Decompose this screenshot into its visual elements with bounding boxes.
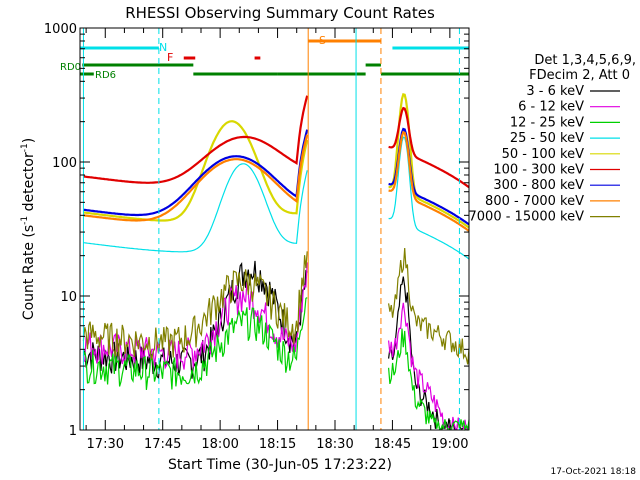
legend-label: 6 - 12 keV — [518, 100, 584, 115]
series-line-7 — [83, 129, 309, 217]
series-line-5 — [388, 92, 470, 229]
series-line-2 — [82, 262, 308, 370]
x-tick-label: 18:15 — [259, 437, 296, 452]
flare-flag-label: F — [167, 51, 173, 64]
series-line-8 — [83, 134, 309, 222]
series-line-2 — [388, 302, 469, 430]
rd0-flag-label: RD0 — [60, 62, 81, 73]
legend-label: 12 - 25 keV — [510, 115, 584, 130]
orbit-lines — [82, 28, 460, 430]
x-tick-label: 18:00 — [201, 437, 238, 452]
x-tick-label: 17:45 — [144, 437, 181, 452]
x-tick-label: 18:30 — [316, 437, 353, 452]
series-line-3 — [82, 297, 308, 390]
y-tick-label: 100 — [52, 156, 77, 171]
series-line-8 — [388, 130, 470, 232]
rd6-flag-label: RD6 — [95, 70, 116, 81]
series-line-3 — [388, 328, 470, 431]
x-tick-label: 19:00 — [431, 437, 468, 452]
legend-label: 100 - 300 keV — [493, 163, 584, 178]
night-flag-label: N — [159, 41, 167, 54]
series-line-7 — [388, 127, 470, 226]
series-line-6 — [83, 95, 309, 184]
legend-label: 3 - 6 keV — [526, 84, 584, 99]
x-tick-label: 18:45 — [374, 437, 411, 452]
saa-flag-label: S — [319, 34, 326, 47]
legend-label: 7000 - 15000 keV — [469, 210, 585, 225]
y-tick-label: 1000 — [44, 22, 77, 37]
legend-label: 50 - 100 keV — [502, 147, 585, 162]
series-line-9 — [388, 248, 470, 365]
x-tick-label: 17:30 — [87, 437, 124, 452]
y-axis-label: Count Rate (s-1 detector-1) — [20, 138, 37, 320]
legend-label: 300 - 800 keV — [493, 178, 584, 193]
axes: 1 10 100 1000 17:30 17:45 18:00 18:15 18:30 18:45… — [44, 22, 469, 452]
series-line-4 — [388, 136, 470, 260]
plot-frame — [79, 27, 470, 431]
series-line-5 — [83, 120, 309, 222]
y-tick-label: 1 — [69, 424, 77, 439]
series-line-9 — [82, 251, 308, 360]
status-flags: NF S RD0 RD6 — [60, 34, 469, 81]
y-tick-label: 10 — [60, 290, 77, 305]
series-line-6 — [388, 106, 470, 189]
x-axis-label: Start Time (30-Jun-05 17:23:22) — [168, 457, 392, 473]
legend-label: 800 - 7000 keV — [485, 194, 584, 209]
legend-label: 25 - 50 keV — [510, 131, 584, 146]
legend-header-line-1: Det 1,3,4,5,6,9, — [534, 53, 636, 68]
footer-date: 17-Oct-2021 18:18 — [551, 467, 637, 477]
series-line-4 — [83, 163, 308, 253]
legend-header-line-2: FDecim 2, Att 0 — [529, 68, 630, 83]
legend: Det 1,3,4,5,6,9, FDecim 2, Att 0 3 - 6 k… — [469, 53, 636, 225]
count-rate-curves — [82, 92, 470, 431]
chart-title: RHESSI Observing Summary Count Rates — [125, 4, 435, 22]
